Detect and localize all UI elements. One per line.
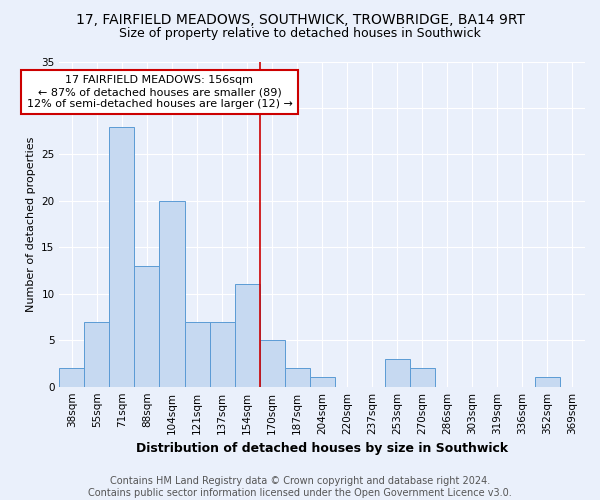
Bar <box>209 322 235 386</box>
Y-axis label: Number of detached properties: Number of detached properties <box>26 136 35 312</box>
Text: 17, FAIRFIELD MEADOWS, SOUTHWICK, TROWBRIDGE, BA14 9RT: 17, FAIRFIELD MEADOWS, SOUTHWICK, TROWBR… <box>76 12 524 26</box>
Bar <box>410 368 435 386</box>
Bar <box>260 340 284 386</box>
Bar <box>385 359 410 386</box>
Bar <box>109 126 134 386</box>
Bar <box>284 368 310 386</box>
Bar <box>85 322 109 386</box>
Text: 17 FAIRFIELD MEADOWS: 156sqm
← 87% of detached houses are smaller (89)
12% of se: 17 FAIRFIELD MEADOWS: 156sqm ← 87% of de… <box>26 76 292 108</box>
Text: Contains HM Land Registry data © Crown copyright and database right 2024.
Contai: Contains HM Land Registry data © Crown c… <box>88 476 512 498</box>
Bar <box>535 378 560 386</box>
X-axis label: Distribution of detached houses by size in Southwick: Distribution of detached houses by size … <box>136 442 508 455</box>
Bar <box>59 368 85 386</box>
Bar <box>134 266 160 386</box>
Text: Size of property relative to detached houses in Southwick: Size of property relative to detached ho… <box>119 28 481 40</box>
Bar <box>160 201 185 386</box>
Bar <box>310 378 335 386</box>
Bar <box>235 284 260 386</box>
Bar <box>185 322 209 386</box>
